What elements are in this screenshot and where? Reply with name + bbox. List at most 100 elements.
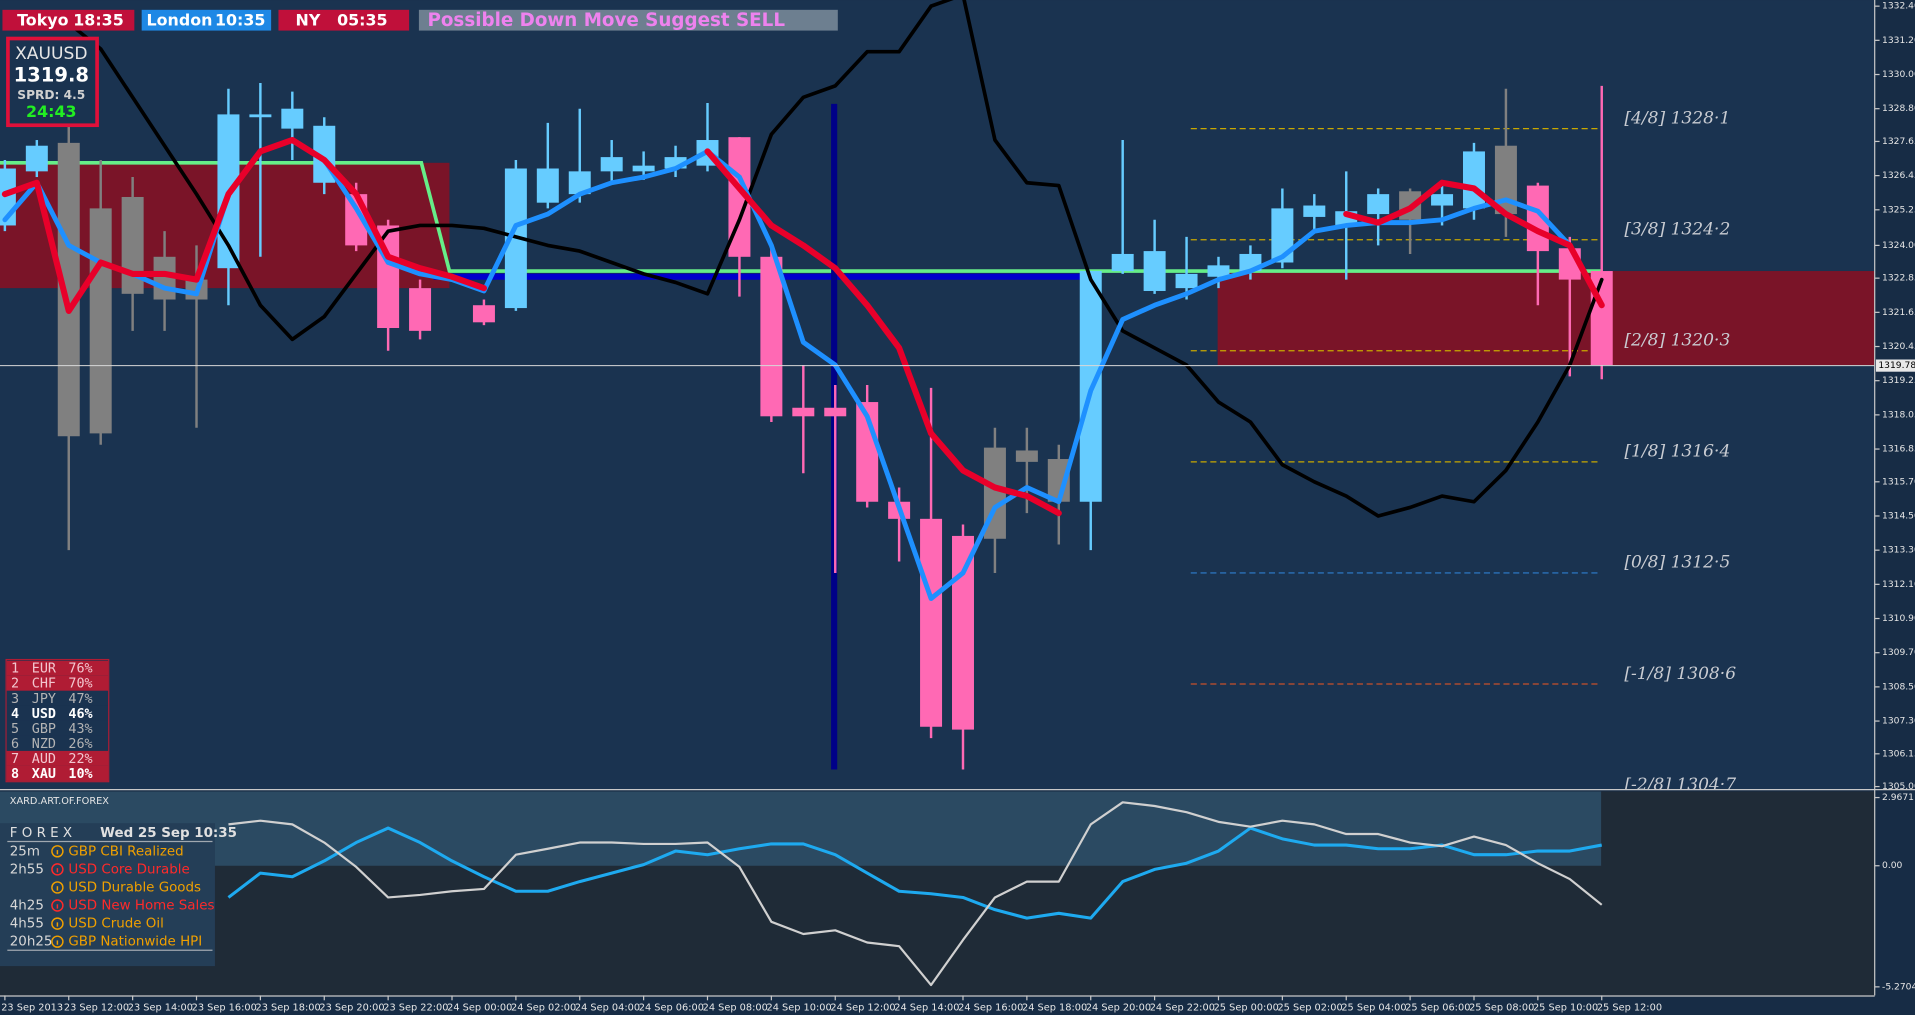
session-city: Tokyo [17,10,68,29]
price-tick-label: 1312.10 [1882,580,1915,590]
price-tick-label: 1316.85 [1882,445,1915,455]
candle-body [1271,208,1294,263]
strength-value: 46% [68,707,92,722]
news-text: USD New Home Sales [68,899,214,914]
oscillator-line [228,801,1603,987]
time-label: 25 Sep 06:00 [1405,1003,1470,1014]
strength-rank: 8 [11,767,19,782]
time-label: 24 Sep 00:00 [447,1003,512,1014]
candle-body [664,157,687,169]
time-label: 24 Sep 14:00 [894,1003,959,1014]
news-icon [51,881,64,894]
strength-currency: CHF [32,677,56,692]
indicator-title: XARD.ART.OF.FOREX [10,796,110,807]
price-tick-label: 1321.65 [1882,308,1915,318]
news-icon [51,935,64,948]
candle-body [1462,151,1485,209]
news-box [0,823,215,967]
level-label: [1/8] 1316·4 [1624,442,1730,462]
price-tick-label: 1306.15 [1882,749,1915,759]
level-label: [0/8] 1312·5 [1624,553,1730,573]
strength-rank: 1 [11,662,19,677]
time-label: 25 Sep 00:00 [1214,1003,1279,1014]
level-label: [3/8] 1324·2 [1624,219,1730,239]
session-box [141,9,272,31]
news-icon [51,917,64,930]
time-label: 25 Sep 02:00 [1277,1003,1342,1014]
candle-body [568,171,591,195]
candle-timer: 24:43 [26,102,76,121]
news-time: 20h25 [10,935,53,950]
session-box [278,9,410,31]
candle-body [57,142,80,437]
strength-currency: NZD [32,737,56,752]
price-tick-label: 1318.05 [1882,410,1915,420]
signal-text: Possible Down Move Suggest SELL [427,10,785,31]
news-text: GBP CBI Realized [68,844,183,859]
indicator-tick-label: -5.2704 [1882,982,1915,992]
session-time: 18:35 [73,10,123,29]
zone [1217,271,1875,366]
time-label: 24 Sep 18:00 [1022,1003,1087,1014]
spread: SPRD: 4.5 [17,88,85,102]
time-label: 23 Sep 18:00 [255,1003,320,1014]
level-label: [-1/8] 1308·6 [1624,664,1736,684]
strength-row [6,735,109,751]
time-label: 23 Sep 16:00 [192,1003,257,1014]
symbol-box [6,36,99,128]
candle-body [1494,145,1517,215]
price-chart: [4/8] 1328·1 [3/8] 1324·2 [2/8] 1320·3 [1/8… [0,0,1875,789]
news-icon [51,845,64,858]
news-icon [51,899,64,912]
candle-body [1143,251,1166,291]
price-tick-label: 1305.00 [1882,782,1915,792]
time-label: 23 Sep 12:00 [64,1003,129,1014]
time-label: 25 Sep 08:00 [1469,1003,1534,1014]
candle-body [1207,265,1230,277]
price-tick-label: 1308.50 [1882,682,1915,692]
strength-value: 26% [68,737,92,752]
session-time: 05:35 [337,10,387,29]
indicator-line [66,0,1604,518]
session-time: 10:35 [215,10,265,29]
news-text: GBP Nationwide HPI [68,935,202,950]
price-tick-label: 1331.20 [1882,36,1915,46]
price: 1319.8 [14,63,89,86]
strength-rank: 6 [11,737,19,752]
price-tick-label: 1315.70 [1882,477,1915,487]
price-tick-label: 1330.00 [1882,70,1915,80]
news-title: F O R E X [10,826,72,841]
candles [0,74,1613,770]
indicator-line [1,136,1605,517]
strength-rank: 7 [11,752,19,767]
strength-row [6,705,109,721]
candle-body [472,305,495,323]
time-label: 24 Sep 02:00 [511,1003,576,1014]
oscillator [0,791,1603,987]
strength-rank: 5 [11,722,19,737]
strength-row [6,765,109,781]
strength-value: 22% [68,752,92,767]
candle-body [792,407,815,417]
strength-value: 76% [68,662,92,677]
news-text: USD Durable Goods [68,880,201,895]
strength-currency: GBP [32,722,56,737]
time-label: 24 Sep 20:00 [1086,1003,1151,1014]
candle-body [1431,194,1454,206]
strength-row [6,750,109,766]
session-city: NY [296,10,321,29]
news-icon [51,863,64,876]
strength-currency: AUD [32,752,56,767]
time-label: 25 Sep 12:00 [1597,1003,1662,1014]
price-tick-label: 1328.80 [1882,104,1915,114]
time-label: 24 Sep 10:00 [766,1003,831,1014]
time-label: 24 Sep 04:00 [575,1003,640,1014]
current-price-label: 1319.78 [1878,361,1915,371]
candle-body [1111,253,1134,272]
strength-rank: 4 [11,707,19,722]
candle-body [728,137,751,257]
currency-strength: 1 EUR 76% 2 CHF 70% 3 JPY 47% 4 USD 46% 5 GBP 43% 6 NZD 2… [5,658,110,783]
time-label: 25 Sep 10:00 [1533,1003,1598,1014]
strength-row [6,675,109,691]
